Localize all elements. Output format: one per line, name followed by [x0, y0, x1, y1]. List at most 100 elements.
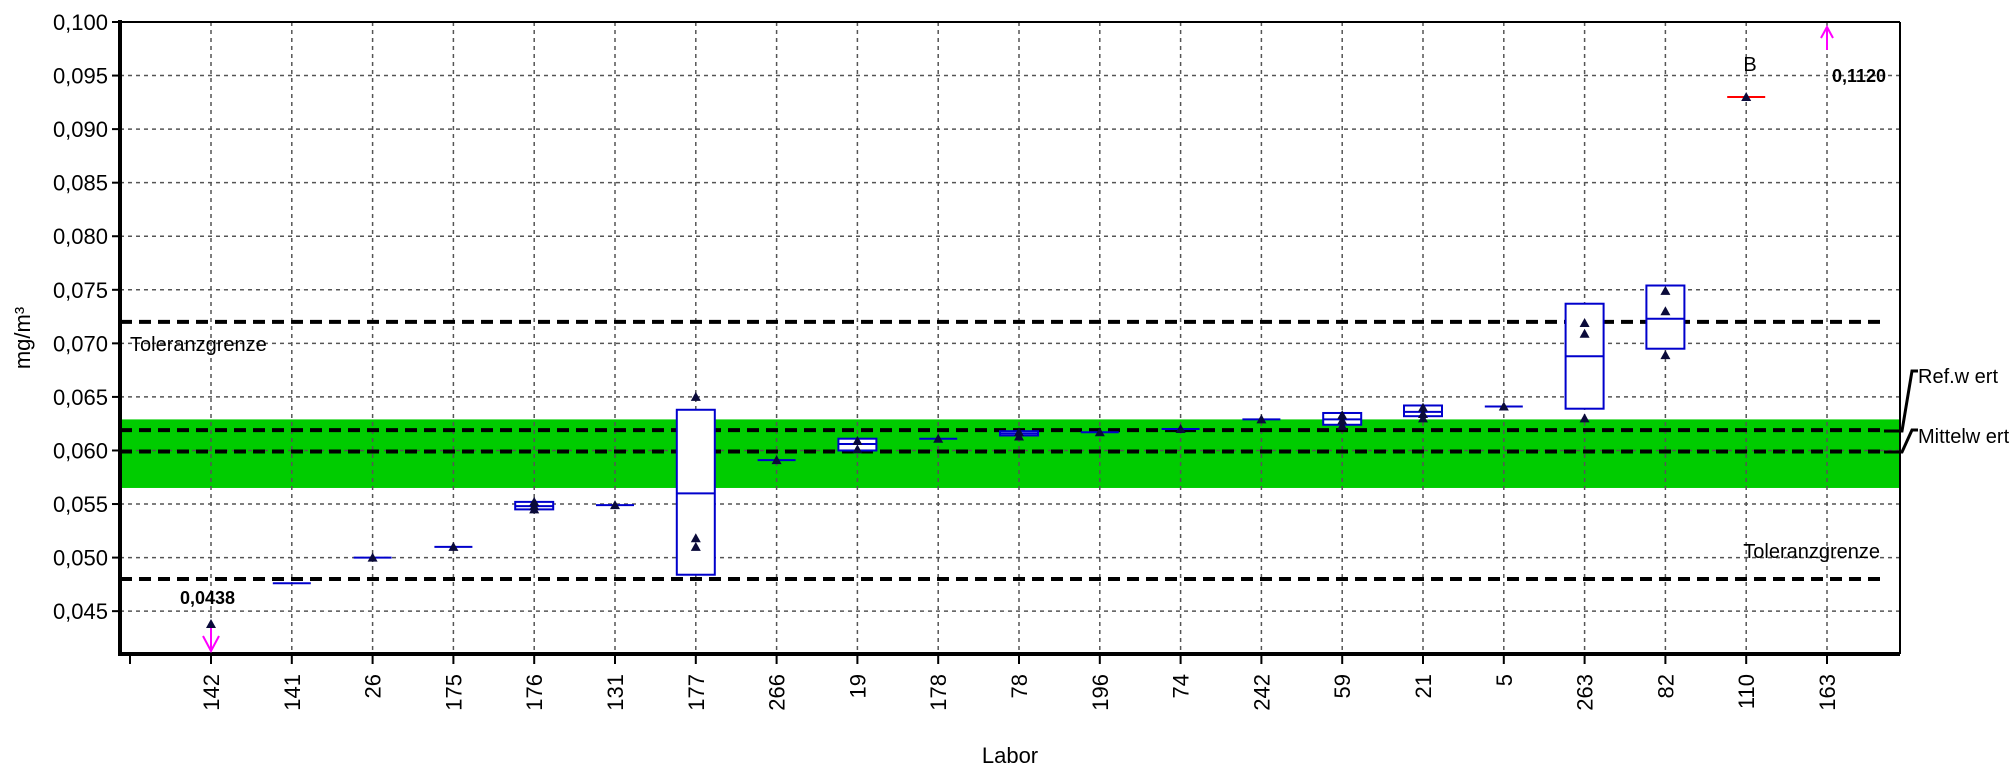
reference-lines	[120, 319, 1884, 582]
lab-78-group	[999, 427, 1039, 441]
x-tick-label: 263	[1573, 674, 1598, 711]
x-tick-label: 5	[1492, 674, 1517, 686]
lab-21-group	[1403, 402, 1443, 423]
lab-196-group	[1080, 427, 1119, 437]
x-tick-label: 19	[845, 674, 870, 698]
point-lab-26	[367, 552, 378, 562]
point-lab-59	[1337, 415, 1348, 425]
x-tick-label: 74	[1169, 674, 1194, 698]
x-axis-title: Labor	[982, 743, 1038, 768]
axes	[118, 20, 1901, 656]
box-series	[206, 91, 1766, 629]
label-toleranzgrenze-lower: Toleranzgrenze	[1743, 541, 1880, 563]
lab-131-group	[596, 500, 634, 510]
point-lab-242	[1256, 414, 1267, 424]
point-lab-82	[1660, 285, 1671, 295]
x-tick-label: 177	[684, 674, 709, 711]
y-tick-label: 0,075	[53, 278, 108, 303]
y-tick-label: 0,100	[53, 10, 108, 35]
y-tick-labels: 0,045 0,050 0,055 0,060 0,065 0,070 0,075 0,080…	[53, 10, 120, 624]
point-lab-74	[1175, 424, 1186, 434]
grid-lines	[120, 21, 1900, 654]
x-tick-label: 242	[1249, 674, 1274, 711]
offscale-value-142: 0,0438	[180, 588, 235, 608]
x-tick-label: 163	[1815, 674, 1840, 711]
box-lab-82	[1645, 284, 1686, 350]
x-tick-label: 110	[1734, 674, 1759, 709]
x-tick-label: 26	[361, 674, 386, 698]
y-tick-label: 0,090	[53, 117, 108, 142]
y-tick-label: 0,065	[53, 385, 108, 410]
y-tick-label: 0,085	[53, 171, 108, 196]
x-tick-label: 175	[441, 674, 466, 711]
point-lab-196	[1094, 427, 1105, 437]
lab-178-group	[919, 433, 958, 443]
point-lab-82	[1660, 350, 1671, 360]
point-lab-177	[690, 541, 701, 551]
point-lab-21	[1418, 409, 1428, 419]
point-lab-110	[1741, 91, 1752, 101]
x-tick-label: 78	[1007, 674, 1032, 698]
point-lab-175	[448, 541, 459, 551]
x-tick-label: 142	[199, 674, 224, 711]
y-axis-title: mg/m³	[10, 307, 35, 369]
x-tick-label: 141	[280, 674, 305, 711]
point-lab-263	[1579, 328, 1590, 338]
x-tick-label: 196	[1088, 674, 1113, 711]
lab-82-group	[1645, 284, 1686, 360]
point-lab-266	[771, 455, 782, 465]
label-lab110-flag: B	[1743, 54, 1756, 76]
mittelwert-leader	[1884, 428, 1918, 454]
point-lab-177	[690, 533, 701, 543]
lab-242-group	[1242, 414, 1281, 424]
y-tick-label: 0,050	[53, 546, 108, 571]
lab-263-group	[1564, 302, 1605, 423]
lab-26-group	[353, 552, 392, 562]
y-tick-label: 0,045	[53, 599, 108, 624]
y-tick-label: 0,055	[53, 492, 108, 517]
lab-176-group	[514, 496, 555, 514]
label-toleranzgrenze-upper: Toleranzgrenze	[130, 334, 267, 356]
point-lab-263	[1579, 318, 1590, 328]
lab-19-group	[837, 435, 878, 454]
point-lab-59	[1337, 410, 1348, 420]
y-tick-label: 0,060	[53, 438, 108, 463]
offscale-arrows	[202, 24, 1834, 654]
point-lab-142	[206, 619, 216, 629]
point-lab-176	[529, 496, 540, 506]
arrow-up-icon	[1820, 24, 1834, 39]
arrow-down-icon	[202, 635, 220, 654]
x-tick-label: 131	[603, 674, 628, 711]
offscale-value-163: 0,1120	[1832, 66, 1886, 86]
lab-110-group	[1727, 91, 1766, 101]
point-lab-19	[852, 444, 863, 454]
y-tick-label: 0,070	[53, 331, 108, 356]
ref-wert-leader	[1884, 369, 1918, 433]
point-lab-19	[852, 435, 863, 445]
lab-175-group	[434, 541, 473, 551]
plot-background	[120, 22, 1900, 654]
x-tick-label: 59	[1330, 674, 1355, 698]
x-tick-label: 266	[765, 674, 790, 711]
point-lab-78	[1014, 427, 1024, 437]
lab-59-group	[1322, 410, 1363, 430]
point-lab-21	[1418, 402, 1428, 412]
x-tick-label: 82	[1653, 674, 1678, 698]
point-lab-59	[1337, 420, 1348, 430]
lab-266-group	[757, 455, 796, 465]
point-lab-82	[1660, 306, 1671, 316]
point-lab-177	[690, 391, 701, 401]
y-tick-label: 0,095	[53, 64, 108, 89]
point-lab-5	[1498, 401, 1509, 411]
point-lab-178	[933, 433, 944, 443]
x-tick-label: 178	[926, 674, 951, 711]
lab-177-group	[675, 391, 716, 576]
lab-5-group	[1484, 401, 1523, 411]
label-mittelwert: Mittelw ert	[1918, 426, 2010, 448]
x-tick-label: 176	[522, 674, 547, 711]
label-ref-wert: Ref.w ert	[1918, 366, 1998, 388]
y-tick-label: 0,080	[53, 224, 108, 249]
x-tick-label: 21	[1411, 674, 1436, 698]
lab-74-group	[1161, 424, 1200, 434]
